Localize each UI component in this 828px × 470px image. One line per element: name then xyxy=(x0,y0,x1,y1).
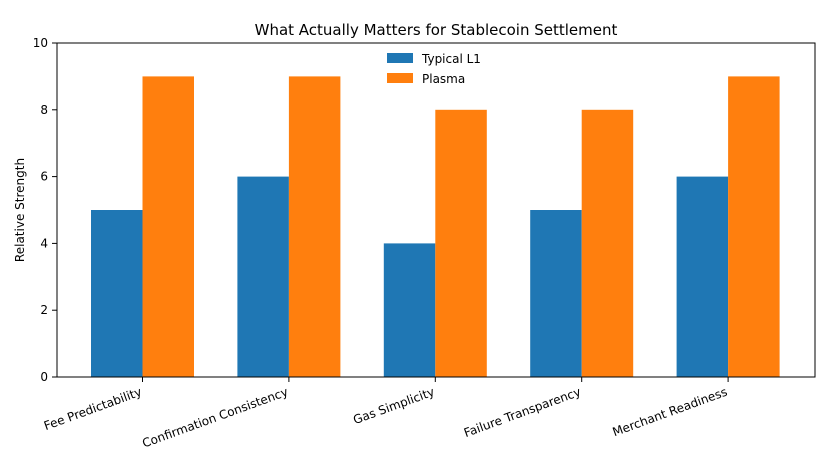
y-axis-label: Relative Strength xyxy=(13,158,27,262)
bar-typical-l1-2 xyxy=(383,243,436,377)
bar-typical-l1-4 xyxy=(676,176,729,377)
x-tick-label: Gas Simplicity xyxy=(351,385,436,427)
bar-typical-l1-0 xyxy=(91,210,143,377)
legend: Typical L1 Plasma xyxy=(387,52,481,86)
bar-plasma-0 xyxy=(142,76,194,378)
x-tick-label: Merchant Readiness xyxy=(611,385,730,440)
y-tick-label: 8 xyxy=(40,103,48,117)
x-tick-label: Failure Transparency xyxy=(462,385,583,440)
y-tick-label: 2 xyxy=(40,303,48,317)
y-axis: 0 2 4 6 8 10 xyxy=(33,36,57,384)
y-tick-label: 4 xyxy=(40,236,48,250)
y-tick-label: 6 xyxy=(40,170,48,184)
legend-swatch-typical-l1 xyxy=(387,53,413,63)
bar-plasma-2 xyxy=(435,109,487,378)
legend-label-typical-l1: Typical L1 xyxy=(421,52,481,66)
bar-plasma-4 xyxy=(728,76,780,378)
y-tick-label: 0 xyxy=(40,370,48,384)
bar-typical-l1-1 xyxy=(237,176,289,377)
bar-plasma-1 xyxy=(288,76,341,378)
chart-title: What Actually Matters for Stablecoin Set… xyxy=(255,21,618,39)
x-tick-label: Confirmation Consistency xyxy=(140,385,290,451)
legend-label-plasma: Plasma xyxy=(422,72,465,86)
bar-plasma-3 xyxy=(581,109,634,378)
y-tick-label: 10 xyxy=(33,36,48,50)
x-tick-label: Fee Predictability xyxy=(42,385,144,433)
legend-swatch-plasma xyxy=(387,73,413,83)
plot-frame xyxy=(56,42,816,378)
bars-group xyxy=(91,76,780,378)
bar-typical-l1-3 xyxy=(530,210,582,377)
